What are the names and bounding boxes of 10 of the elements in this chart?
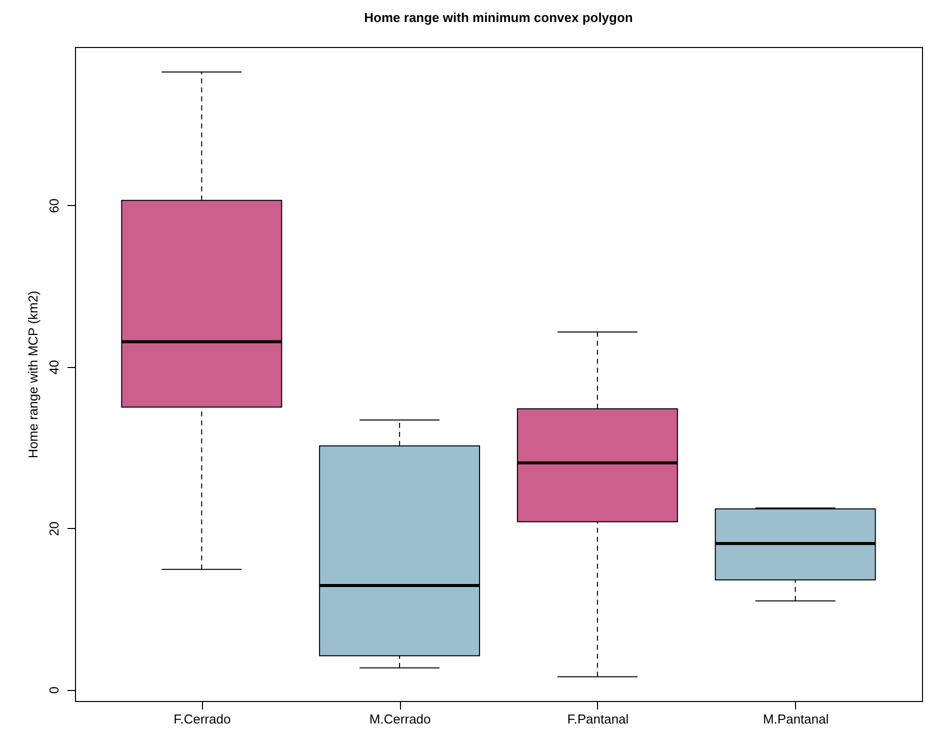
x-tick-label: M.Pantanal: [762, 712, 829, 726]
x-tick-label: F.Cerrado: [174, 712, 231, 726]
y-tick-label: 40: [46, 360, 62, 374]
chart-title: Home range with minimum convex polygon: [364, 10, 633, 25]
y-tick-label: 20: [46, 521, 62, 536]
y-axis-title: Home range with MCP (km2): [26, 290, 40, 458]
y-tick-label: 0: [46, 686, 62, 694]
x-tick-label: M.Cerrado: [369, 712, 431, 726]
y-tick-label: 60: [46, 198, 62, 213]
x-tick-label: F.Pantanal: [567, 712, 629, 726]
